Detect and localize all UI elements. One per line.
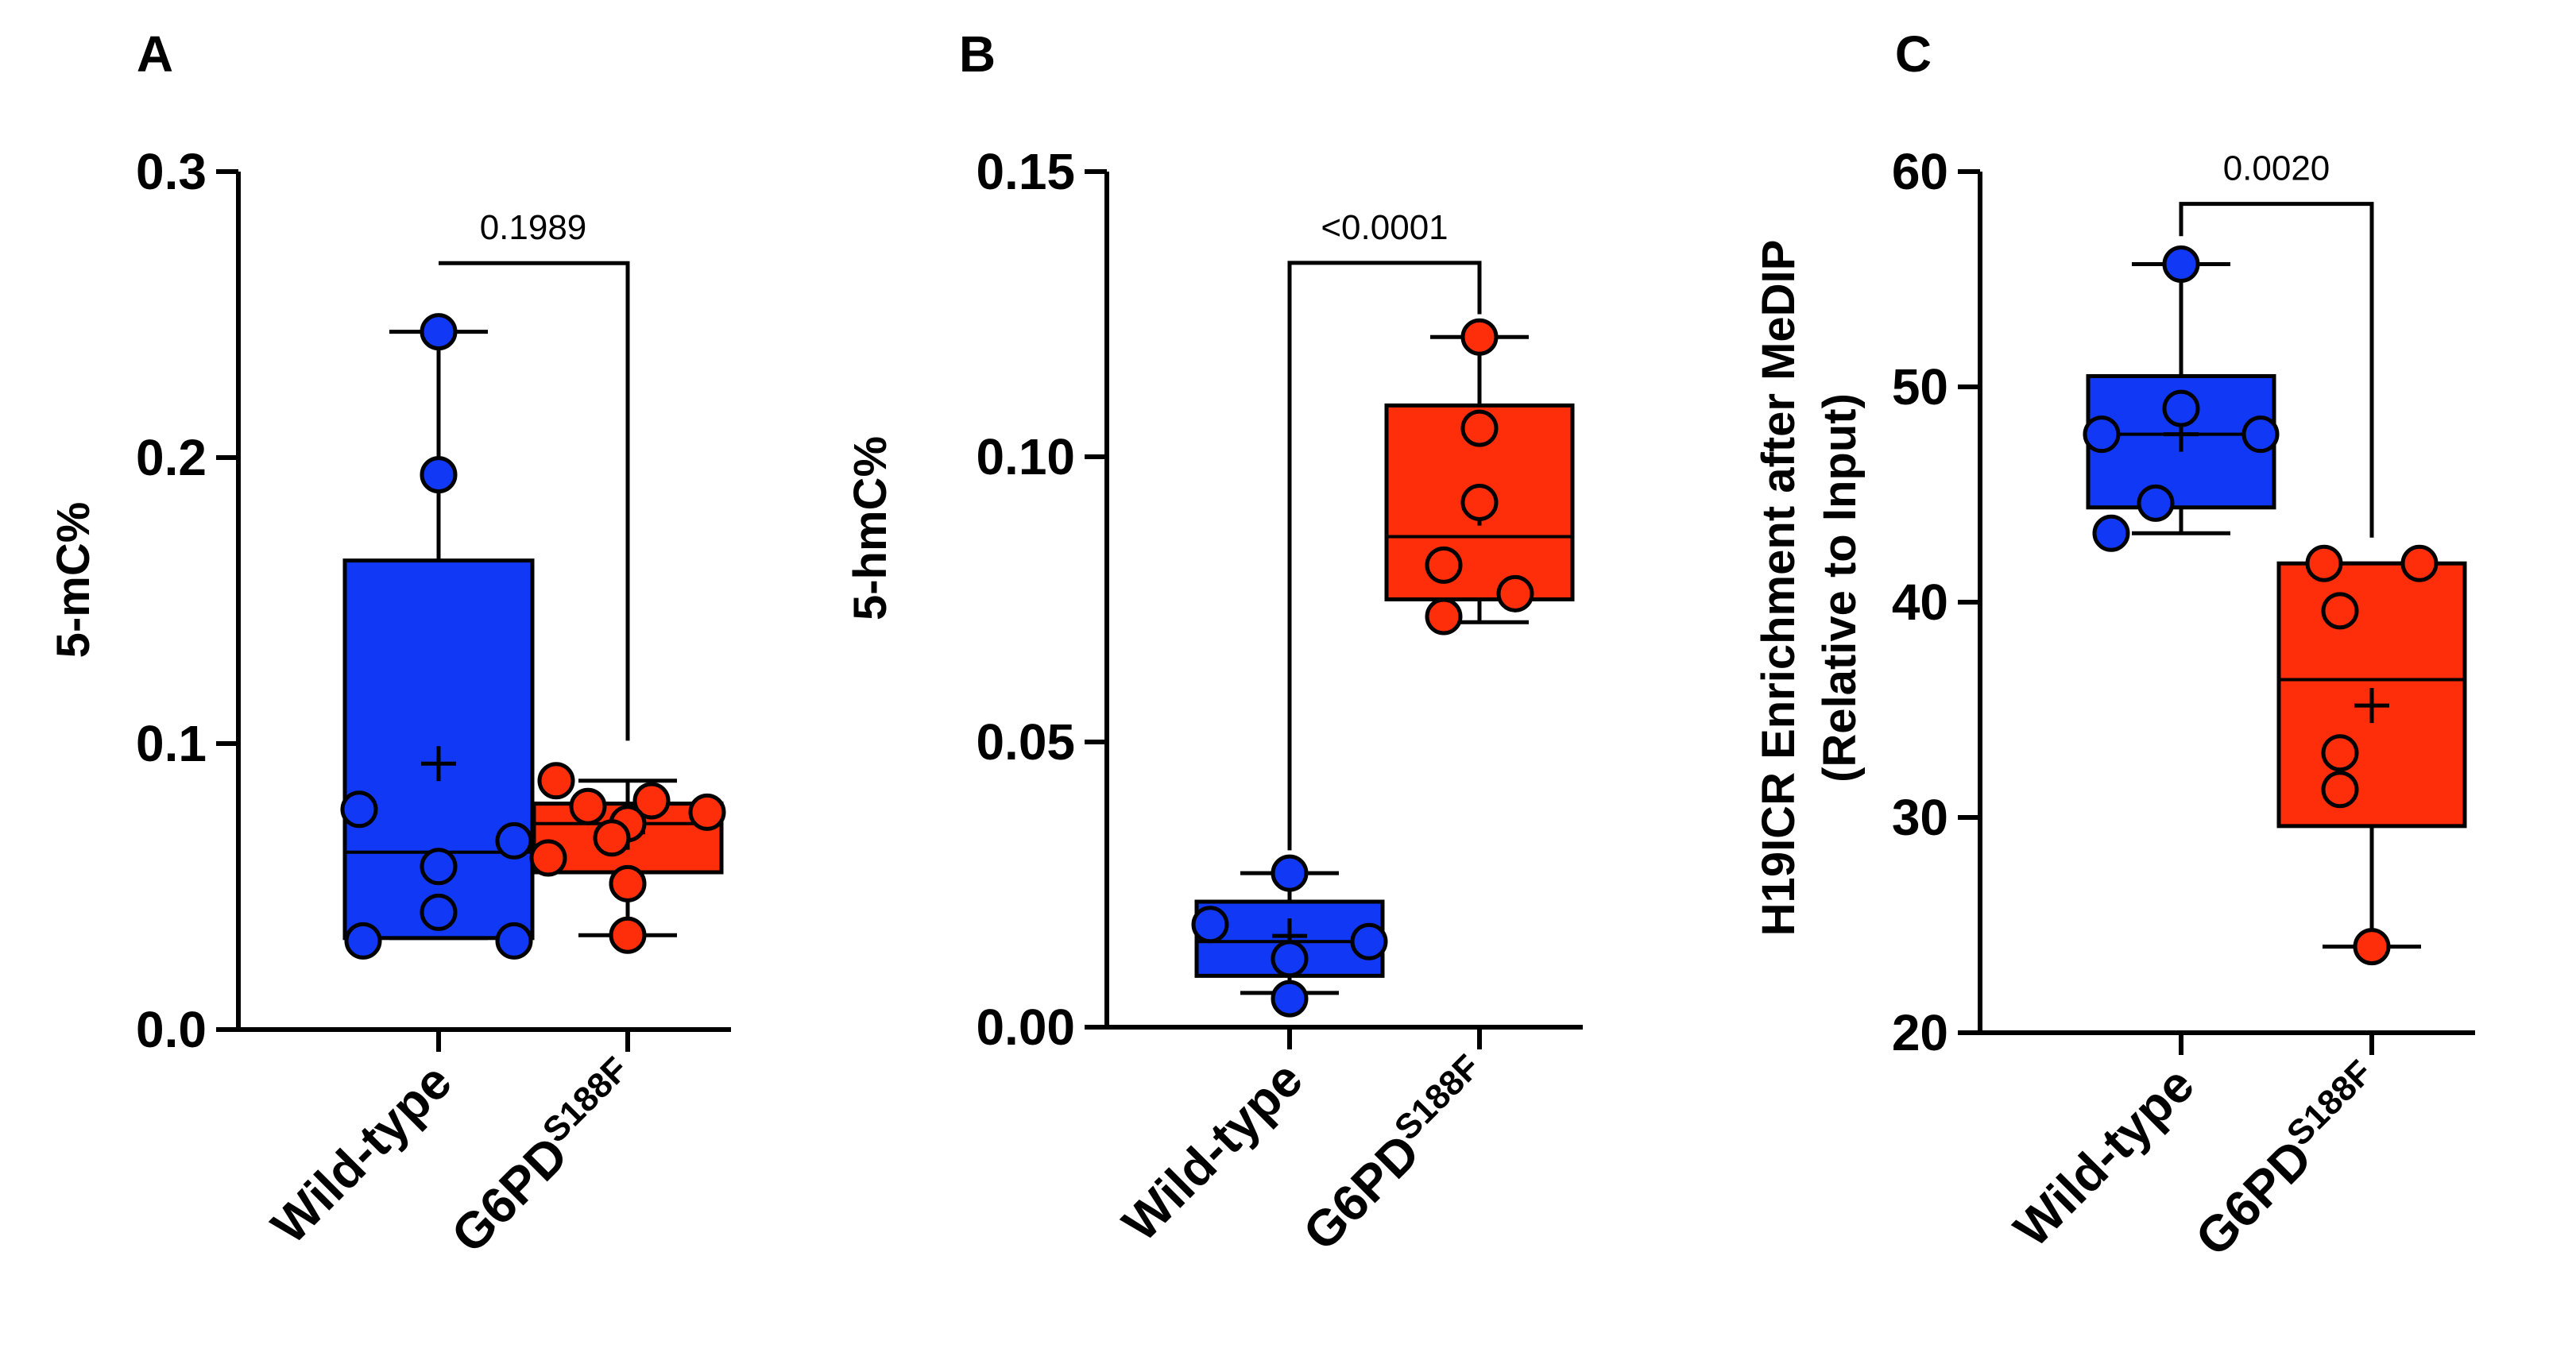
data-point	[2162, 245, 2200, 284]
significance-bracket: 0.1989	[439, 208, 630, 741]
data-point	[1460, 409, 1499, 447]
data-point	[1425, 546, 1463, 584]
panel-letter: A	[137, 25, 173, 83]
y-tick-label: 0.3	[136, 143, 207, 200]
x-category-label: Wild-type	[2003, 1056, 2205, 1258]
data-point	[1460, 483, 1499, 521]
data-point	[529, 839, 567, 877]
x-category-label: G6PDS188F	[2182, 1053, 2396, 1266]
p-value-label: 0.0020	[2223, 149, 2330, 188]
series-wild-type	[340, 313, 535, 960]
x-category-label: Wild-type	[261, 1053, 462, 1254]
x-category-label-text: Wild-type	[1112, 1050, 1313, 1252]
panel-letter: B	[959, 25, 996, 83]
p-value-label: 0.1989	[480, 208, 587, 247]
data-point	[2321, 734, 2359, 772]
x-category-label-text: Wild-type	[261, 1053, 462, 1254]
data-point	[1191, 906, 1229, 944]
y-tick-label: 0.0	[136, 1001, 207, 1058]
data-point	[340, 790, 378, 829]
y-tick-label: 50	[1892, 358, 1948, 415]
p-value-label: <0.0001	[1321, 208, 1448, 247]
data-point	[609, 916, 647, 954]
data-point	[420, 848, 458, 886]
panel-letter: C	[1895, 25, 1932, 83]
data-point	[2400, 544, 2439, 582]
x-category-label: Wild-type	[1112, 1050, 1313, 1252]
y-tick-label: 0.10	[976, 428, 1075, 485]
series-mutant	[1384, 318, 1575, 636]
data-point	[1496, 574, 1534, 612]
y-tick-label: 20	[1892, 1004, 1948, 1061]
x-category-label-superscript: S188F	[2280, 1053, 2380, 1153]
series-mutant	[2276, 544, 2467, 966]
data-point	[344, 922, 382, 960]
x-category-label-superscript: S188F	[536, 1049, 636, 1150]
bracket-line	[2179, 202, 2374, 538]
y-tick-label: 60	[1892, 143, 1948, 200]
panel-b: B 5-hmC% 0.00 0.05 0.10 0.15 Wild-typeG6PDS188…	[845, 25, 1583, 1262]
y-tick-label: 0.05	[976, 713, 1075, 771]
data-point	[593, 819, 631, 857]
y-tick-label: 0.15	[976, 143, 1075, 200]
x-category-label: G6PDS188F	[438, 1049, 652, 1263]
data-point	[495, 821, 533, 860]
data-point	[2353, 928, 2391, 966]
series-wild-type	[1191, 854, 1388, 1018]
data-point	[609, 864, 647, 902]
data-point	[420, 313, 458, 351]
significance-bracket: 0.0020	[2179, 149, 2374, 538]
data-point	[2241, 415, 2280, 454]
data-point	[1425, 597, 1463, 636]
y-axis-title: 5-hmC%	[845, 436, 896, 620]
bracket-line	[1287, 261, 1482, 851]
data-point	[2321, 592, 2359, 630]
data-point	[2083, 415, 2121, 454]
data-point	[569, 787, 607, 825]
x-category-label: G6PDS188F	[1290, 1047, 1503, 1261]
x-category-label-superscript: S188F	[1387, 1047, 1487, 1147]
y-tick-label: 0.00	[976, 999, 1075, 1056]
data-point	[1271, 854, 1309, 892]
y-tick-label: 30	[1892, 789, 1948, 846]
x-category-label-text: Wild-type	[2003, 1056, 2205, 1258]
significance-bracket: <0.0001	[1287, 208, 1482, 851]
y-tick-label: 40	[1892, 574, 1948, 631]
panel-c: C H19ICR Enrichment after MeDIP (Relative …	[1753, 25, 2475, 1267]
y-axis-title: H19ICR Enrichment after MeDIP	[1753, 240, 1804, 937]
data-point	[420, 456, 458, 494]
data-point	[2092, 514, 2130, 552]
series-mutant	[529, 762, 726, 954]
data-point	[688, 793, 726, 831]
data-point	[1350, 922, 1388, 960]
y-axis-title-2: (Relative to Input)	[1814, 393, 1866, 782]
data-point	[1271, 980, 1309, 1018]
data-point	[420, 893, 458, 931]
data-point	[1271, 940, 1309, 978]
data-point	[2162, 389, 2200, 427]
y-tick-label: 0.2	[136, 429, 207, 486]
data-point	[2305, 544, 2343, 582]
data-point	[495, 922, 533, 960]
series-wild-type	[2083, 245, 2280, 552]
bracket-line	[439, 261, 630, 741]
y-axis-title: 5-mC%	[48, 502, 99, 659]
data-point	[2137, 484, 2175, 522]
data-point	[632, 782, 671, 820]
data-point	[2321, 771, 2359, 809]
y-tick-label: 0.1	[136, 715, 207, 772]
data-point	[1460, 318, 1499, 356]
data-point	[537, 762, 575, 800]
